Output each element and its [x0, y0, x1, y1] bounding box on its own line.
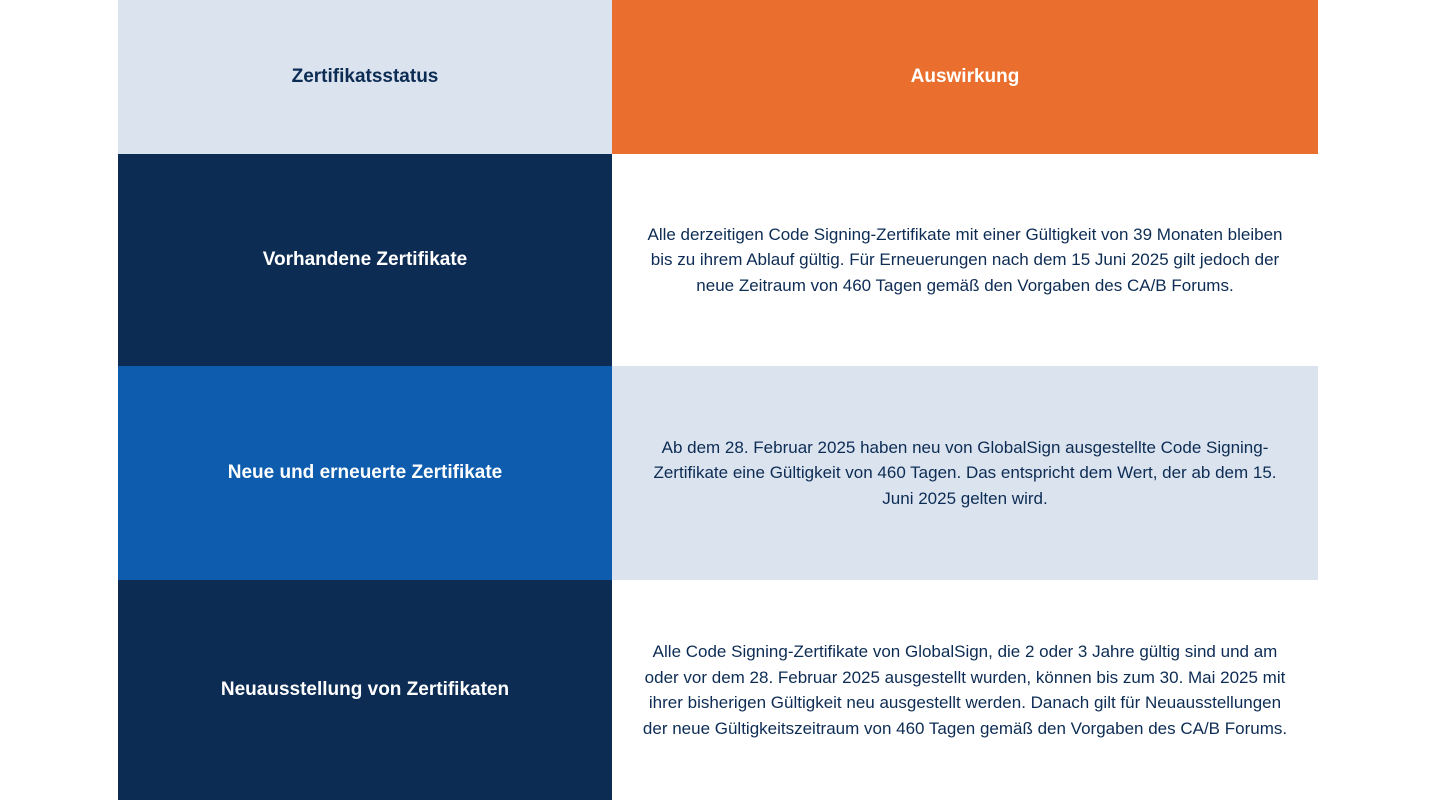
row-label-reissue: Neuausstellung von Zertifikaten — [118, 580, 612, 800]
row-label-existing: Vorhandene Zertifikate — [118, 154, 612, 366]
table-header-row: Zertifikatsstatus Auswirkung — [118, 0, 1318, 154]
row-label-new: Neue und erneuerte Zertifikate — [118, 366, 612, 580]
table-row: Vorhandene Zertifikate Alle derzeitigen … — [118, 154, 1318, 366]
table-row: Neue und erneuerte Zertifikate Ab dem 28… — [118, 366, 1318, 580]
row-content-reissue: Alle Code Signing-Zertifikate von Global… — [612, 580, 1318, 800]
row-content-existing: Alle derzeitigen Code Signing-Zertifikat… — [612, 154, 1318, 366]
header-status: Zertifikatsstatus — [118, 0, 612, 154]
certificate-status-table-container: Zertifikatsstatus Auswirkung Vorhandene … — [118, 0, 1318, 800]
header-impact: Auswirkung — [612, 0, 1318, 154]
certificate-status-table: Zertifikatsstatus Auswirkung Vorhandene … — [118, 0, 1318, 800]
row-content-new: Ab dem 28. Februar 2025 haben neu von Gl… — [612, 366, 1318, 580]
table-row: Neuausstellung von Zertifikaten Alle Cod… — [118, 580, 1318, 800]
